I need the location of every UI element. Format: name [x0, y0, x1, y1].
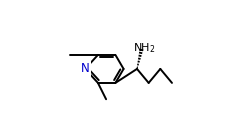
Text: N: N [81, 62, 90, 75]
Text: NH$_2$: NH$_2$ [133, 42, 155, 55]
